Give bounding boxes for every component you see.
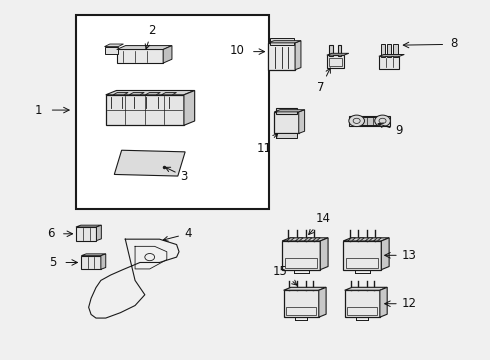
Bar [347, 306, 377, 315]
Polygon shape [163, 46, 172, 63]
Bar [338, 45, 342, 56]
Bar [327, 55, 344, 68]
Bar [344, 290, 380, 317]
Polygon shape [343, 238, 389, 241]
Polygon shape [106, 90, 195, 95]
Polygon shape [344, 287, 387, 290]
Text: 4: 4 [163, 227, 192, 241]
Polygon shape [295, 41, 301, 70]
Bar [387, 44, 392, 57]
Bar [270, 38, 294, 45]
Text: 10: 10 [230, 44, 245, 57]
Polygon shape [319, 287, 326, 317]
Polygon shape [274, 110, 305, 112]
Bar [104, 46, 118, 54]
Polygon shape [365, 238, 373, 241]
Polygon shape [373, 238, 381, 241]
Text: 5: 5 [49, 256, 57, 269]
Polygon shape [104, 44, 123, 46]
Text: 3: 3 [166, 167, 188, 183]
Text: 12: 12 [401, 297, 416, 310]
Bar [285, 258, 318, 268]
Polygon shape [101, 254, 106, 269]
Polygon shape [327, 53, 349, 55]
Polygon shape [313, 238, 320, 241]
Polygon shape [304, 238, 312, 241]
Text: 11: 11 [257, 134, 278, 156]
Polygon shape [299, 110, 305, 134]
Polygon shape [113, 93, 128, 95]
Text: 6: 6 [47, 227, 54, 240]
Polygon shape [320, 238, 328, 270]
Polygon shape [161, 93, 176, 95]
Bar [346, 258, 378, 268]
Polygon shape [268, 41, 301, 43]
Polygon shape [295, 238, 303, 241]
Polygon shape [129, 93, 144, 95]
Bar [117, 49, 163, 63]
Text: 14: 14 [309, 212, 331, 234]
Polygon shape [114, 150, 185, 176]
Bar [282, 241, 320, 270]
Polygon shape [81, 254, 106, 256]
Polygon shape [287, 238, 294, 241]
Text: 9: 9 [378, 123, 403, 137]
Bar [106, 95, 184, 125]
Text: 2: 2 [145, 23, 156, 49]
Bar [76, 15, 270, 209]
Bar [329, 45, 333, 56]
Bar [381, 44, 385, 57]
Bar [276, 108, 297, 114]
Bar [268, 43, 295, 70]
Polygon shape [356, 238, 364, 241]
Polygon shape [381, 238, 389, 270]
Bar [276, 133, 297, 138]
Polygon shape [379, 54, 404, 56]
Bar [274, 112, 299, 134]
Polygon shape [347, 238, 355, 241]
Bar [343, 241, 381, 270]
Circle shape [375, 115, 391, 127]
Bar [393, 44, 397, 57]
Text: 13: 13 [401, 249, 416, 262]
Bar [329, 58, 342, 66]
Polygon shape [184, 90, 195, 125]
Polygon shape [282, 238, 328, 241]
Polygon shape [117, 46, 172, 49]
Circle shape [349, 115, 365, 127]
Bar [286, 306, 317, 315]
Bar [284, 290, 319, 317]
Bar [76, 227, 97, 240]
Text: 1: 1 [35, 104, 42, 117]
Text: 7: 7 [317, 68, 330, 94]
Text: 15: 15 [273, 265, 297, 285]
Bar [81, 256, 101, 269]
Polygon shape [146, 93, 160, 95]
Polygon shape [284, 287, 326, 290]
Bar [349, 116, 391, 126]
Text: 8: 8 [450, 37, 458, 50]
Polygon shape [97, 225, 101, 240]
Bar [361, 117, 378, 125]
Bar [379, 56, 399, 69]
Polygon shape [380, 287, 387, 317]
Polygon shape [76, 225, 101, 227]
